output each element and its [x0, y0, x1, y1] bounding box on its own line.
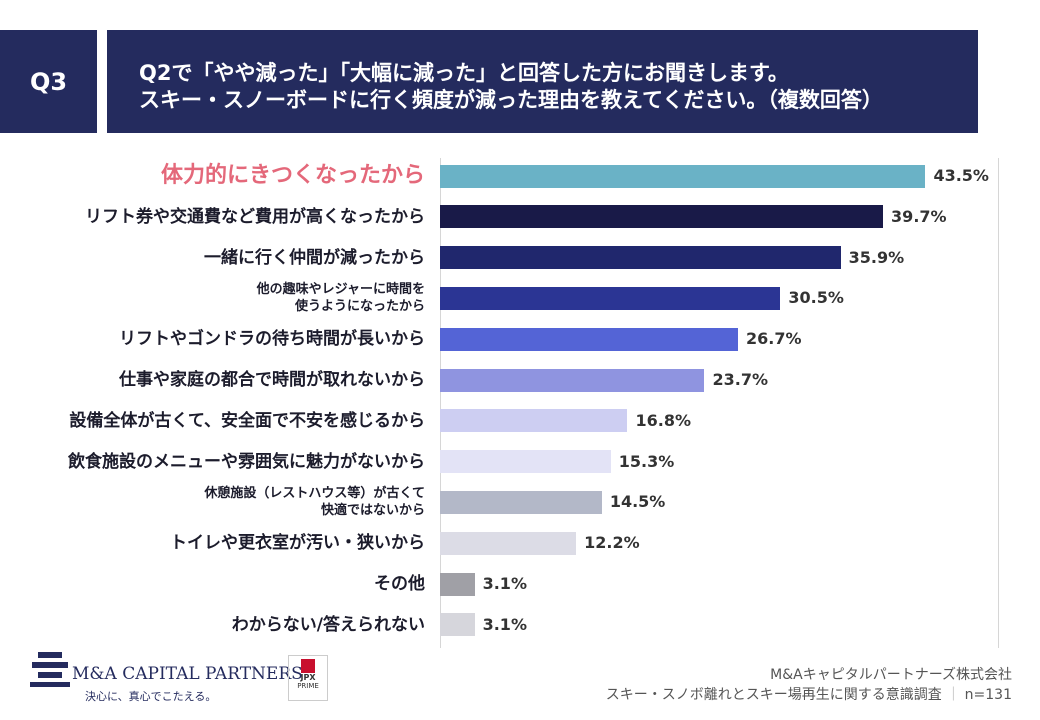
question-text: Q2で「やや減った」「大幅に減った」と回答した方にお聞きします。 スキー・スノー…	[107, 30, 978, 133]
logo-mark	[30, 652, 70, 687]
bar	[440, 164, 926, 188]
bar	[440, 531, 577, 555]
value-label: 26.7%	[745, 329, 802, 349]
bar	[440, 205, 884, 229]
value-label: 12.2%	[584, 533, 640, 553]
sample-size: n=131	[964, 687, 1012, 703]
category-label: リフトやゴンドラの待ち時間が長いから	[119, 329, 425, 350]
value-label: 3.1%	[482, 614, 527, 634]
value-label: 35.9%	[848, 247, 905, 267]
bar	[440, 327, 738, 351]
axis-line	[998, 158, 999, 648]
category-label: 休憩施設（レストハウス等）が古くて 快適ではないから	[204, 486, 425, 519]
source: スキー・スノボ離れとスキー場再生に関する意識調査 ｜ n=131	[605, 687, 1012, 703]
bar	[440, 409, 628, 433]
category-label: 他の趣味やレジャーに時間を 使うようになったから	[256, 282, 425, 315]
category-label: 体力的にきつくなったから	[160, 163, 425, 188]
category-label: わからない/答えられない	[231, 614, 425, 635]
bar	[440, 450, 611, 474]
axis-line	[440, 158, 441, 648]
company: M&Aキャピタルパートナーズ株式会社	[770, 667, 1012, 683]
jpx-logo: JPX PRIME	[288, 655, 328, 701]
bar	[440, 368, 705, 392]
value-label: 16.8%	[635, 410, 691, 430]
tagline: 決心に、真心でこたえる。	[85, 690, 217, 703]
value-label: 14.5%	[609, 492, 666, 512]
category-label: 設備全体が古くて、安全面で不安を感じるから	[69, 410, 425, 431]
survey: スキー・スノボ離れとスキー場再生に関する意識調査	[605, 687, 942, 703]
category-label: 一緒に行く仲間が減ったから	[204, 247, 425, 268]
value-label: 3.1%	[482, 574, 527, 593]
logo-text: M&A CAPITAL PARTNERS	[72, 664, 303, 684]
category-label: 飲食施設のメニューや雰囲気に魅力がないから	[68, 451, 425, 472]
bar	[440, 246, 841, 270]
bar	[440, 613, 475, 637]
bar	[440, 490, 602, 514]
value-label: 23.7%	[712, 370, 768, 389]
jpx-text: JPX	[300, 673, 316, 682]
value-label: 15.3%	[618, 451, 675, 471]
category-label: その他	[374, 574, 425, 594]
plot: 体力的にきつくなったから 43.5% リフト券や交通費など費用が高くなったから 39.…	[68, 158, 999, 648]
category-label: 仕事や家庭の都合で時間が取れないから	[119, 370, 425, 390]
bar	[440, 286, 781, 310]
prime-text: PRIME	[297, 682, 319, 690]
value-label: 39.7%	[891, 206, 947, 226]
category-label: リフト券や交通費など費用が高くなったから	[85, 206, 425, 227]
category-label: トイレや更衣室が汚い・狭いから	[170, 533, 425, 554]
value-label: 30.5%	[788, 288, 844, 308]
value-label: 43.5%	[933, 166, 989, 185]
bar	[440, 572, 475, 596]
question-number: Q3	[0, 30, 97, 133]
